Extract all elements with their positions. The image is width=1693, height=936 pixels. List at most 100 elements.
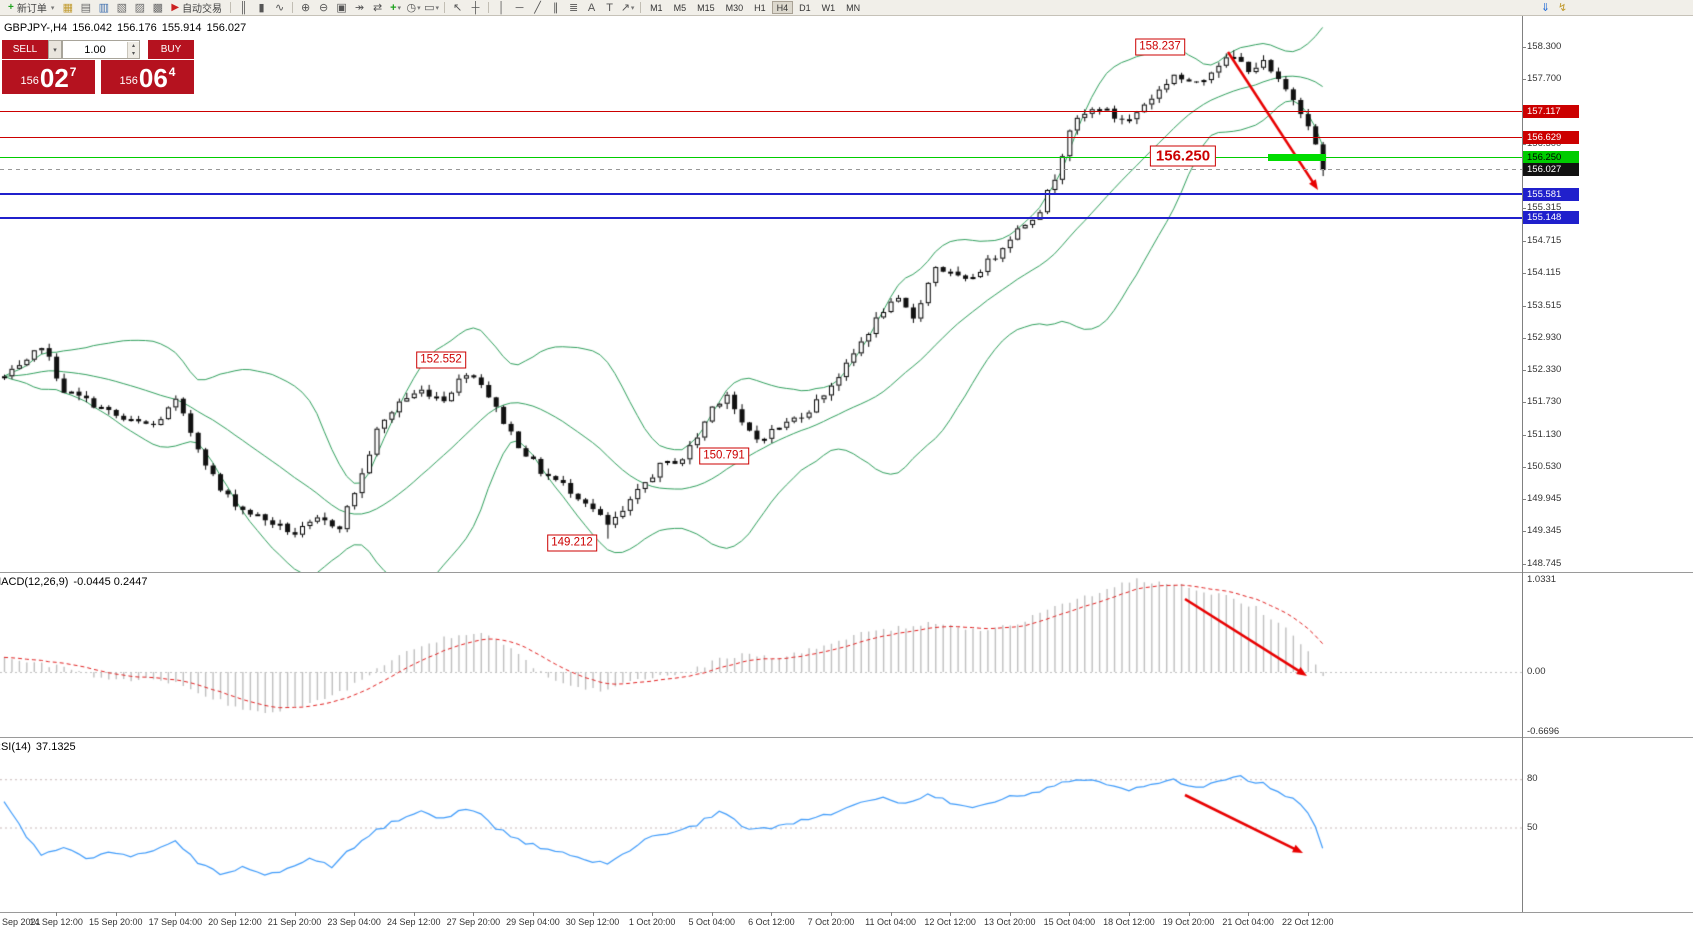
candlestick-chart-glyph: ▮ — [258, 2, 265, 14]
time-axis-tick — [1248, 912, 1250, 916]
connection-icon[interactable]: ↯ — [1554, 1, 1571, 15]
arrows-icon[interactable]: ↗ ▾ — [619, 1, 636, 15]
one-click-download-icon[interactable]: ⇓ — [1537, 1, 1554, 15]
macd-panel-canvas[interactable] — [0, 574, 1522, 737]
profiles-icon[interactable]: ▤ — [77, 1, 94, 15]
horizontal-line-156.629[interactable] — [0, 136, 1522, 138]
bid-prefix: 156 — [20, 75, 39, 87]
auto-scroll-icon[interactable]: ↠ — [351, 1, 368, 15]
price-axis-tick — [1522, 208, 1526, 210]
price-annotation[interactable]: 158.237 — [1135, 38, 1185, 56]
timeframe-m15[interactable]: M15 — [697, 3, 715, 13]
data-window-icon[interactable]: ▧ — [113, 1, 130, 15]
indicators-icon[interactable]: + ▾ — [387, 1, 404, 15]
macd-axis-label: 1.0331 — [1527, 574, 1557, 586]
price-axis-label: 149.345 — [1527, 525, 1562, 537]
new-order-button[interactable]: + 新订单 ▾ — [4, 1, 58, 15]
rsi-panel-canvas[interactable] — [0, 739, 1522, 912]
horizontal-line-156.25[interactable] — [0, 157, 1522, 159]
price-axis-label: 153.515 — [1527, 299, 1562, 311]
timeframe-h1[interactable]: H1 — [754, 3, 766, 13]
fibonacci-icon[interactable]: ≣ — [565, 1, 582, 15]
trendline-icon[interactable]: ╱ — [529, 1, 546, 15]
charts-icon[interactable]: ▦ — [59, 1, 76, 15]
volume-stepper[interactable]: 1.00 ▴ ▾ — [62, 40, 140, 59]
timeframe-m1[interactable]: M1 — [650, 3, 663, 13]
price-axis-label: 152.930 — [1527, 331, 1562, 343]
caret-down-icon: ▾ — [417, 4, 421, 12]
timeframe-h4[interactable]: H4 — [771, 1, 794, 14]
horizontal-line-155.148[interactable] — [0, 216, 1522, 219]
support-highlight-bar[interactable] — [1268, 154, 1326, 161]
equidistant-channel-icon[interactable]: ∥ — [547, 1, 564, 15]
market-watch-icon[interactable]: ▥ — [95, 1, 112, 15]
price-annotation[interactable]: 156.250 — [1149, 145, 1217, 167]
candlestick-chart-icon[interactable]: ▮ — [253, 1, 270, 15]
zoom-out-icon[interactable]: ⊖ — [315, 1, 332, 15]
timeframe-mn[interactable]: MN — [846, 3, 861, 13]
price-annotation[interactable]: 150.791 — [699, 447, 749, 465]
ask-price-tile[interactable]: 156 06 4 — [101, 60, 194, 94]
high-value: 156.176 — [116, 22, 157, 34]
autotrading-button[interactable]: ▶ 自动交易 — [167, 1, 226, 15]
bar-chart-icon[interactable]: ║ — [235, 1, 252, 15]
volume-spin-buttons[interactable]: ▴ ▾ — [127, 41, 139, 58]
horizontal-line-icon[interactable]: ─ — [511, 1, 528, 15]
macd-axis-label: -0.6696 — [1527, 725, 1560, 737]
price-axis-label: 154.115 — [1527, 267, 1561, 279]
time-axis-tick — [294, 912, 296, 916]
cursor-icon[interactable]: ↖ — [449, 1, 466, 15]
sell-button[interactable]: SELL — [2, 40, 48, 59]
time-axis-tick — [592, 912, 594, 916]
zoom-in-icon[interactable]: ⊕ — [297, 1, 314, 15]
price-annotation[interactable]: 149.212 — [547, 534, 597, 552]
toolbar-separator — [640, 2, 642, 13]
price-annotation[interactable]: 152.552 — [416, 351, 466, 369]
line-chart-icon[interactable]: ∿ — [271, 1, 288, 15]
periods-icon[interactable]: ◷ ▾ — [405, 1, 422, 15]
horizontal-line-157.117[interactable] — [0, 110, 1522, 112]
toolbar-right-group: ⇓ ↯ — [1537, 1, 1571, 15]
templates-icon[interactable]: ▭ ▾ — [423, 1, 440, 15]
ask-prefix: 156 — [119, 75, 138, 87]
chart-shift-icon[interactable]: ⇄ — [369, 1, 386, 15]
timeframe-m5[interactable]: M5 — [673, 3, 687, 13]
buy-button[interactable]: BUY — [148, 40, 194, 59]
terminal-icon[interactable]: ▩ — [149, 1, 166, 15]
timeframe-d1[interactable]: D1 — [799, 3, 811, 13]
tile-windows-icon[interactable]: ▣ — [333, 1, 350, 15]
main-chart-canvas[interactable] — [0, 16, 1522, 572]
vertical-line-icon[interactable]: │ — [493, 1, 510, 15]
crosshair-icon[interactable]: ┼ — [467, 1, 484, 15]
vertical-line-glyph: │ — [498, 1, 505, 14]
bid-price-tile[interactable]: 156 02 7 — [2, 60, 95, 94]
timeframe-w1[interactable]: W1 — [821, 3, 836, 13]
time-axis-label: 19 Oct 20:00 — [1162, 917, 1215, 927]
time-axis-label: 18 Oct 12:00 — [1103, 917, 1155, 927]
text-glyph: A — [587, 1, 596, 14]
volume-up-icon[interactable]: ▴ — [128, 41, 139, 50]
time-axis-label: 20 Sep 12:00 — [208, 917, 262, 927]
timeframe-m30[interactable]: M30 — [725, 3, 744, 13]
text-label-icon[interactable]: T — [601, 1, 618, 15]
volume-down-icon[interactable]: ▾ — [128, 49, 139, 58]
text-icon[interactable]: A — [583, 1, 600, 15]
horizontal-line-156.027[interactable] — [0, 169, 1522, 171]
rsi-axis-label: 80 — [1527, 773, 1538, 785]
price-axis-tick — [1522, 563, 1526, 565]
new-order-button-label: 新订单 — [16, 4, 47, 15]
time-axis-label: 29 Sep 04:00 — [506, 917, 560, 927]
volume-value[interactable]: 1.00 — [84, 43, 106, 56]
price-axis-label: 155.315 — [1527, 202, 1562, 214]
caret-down-icon: ▾ — [630, 4, 635, 12]
panel-separator[interactable] — [0, 572, 1693, 573]
volume-dropdown-button[interactable]: ▾ — [48, 40, 62, 59]
navigator-icon[interactable]: ▨ — [131, 1, 148, 15]
indicators-glyph: + — [390, 1, 397, 14]
time-axis-label: 23 Sep 04:00 — [327, 917, 381, 927]
time-axis-label: 7 Oct 20:00 — [807, 917, 855, 927]
time-axis-tick — [354, 912, 356, 916]
trendline-glyph: ╱ — [534, 2, 541, 14]
panel-separator[interactable] — [0, 737, 1693, 738]
horizontal-line-155.581[interactable] — [0, 193, 1522, 196]
